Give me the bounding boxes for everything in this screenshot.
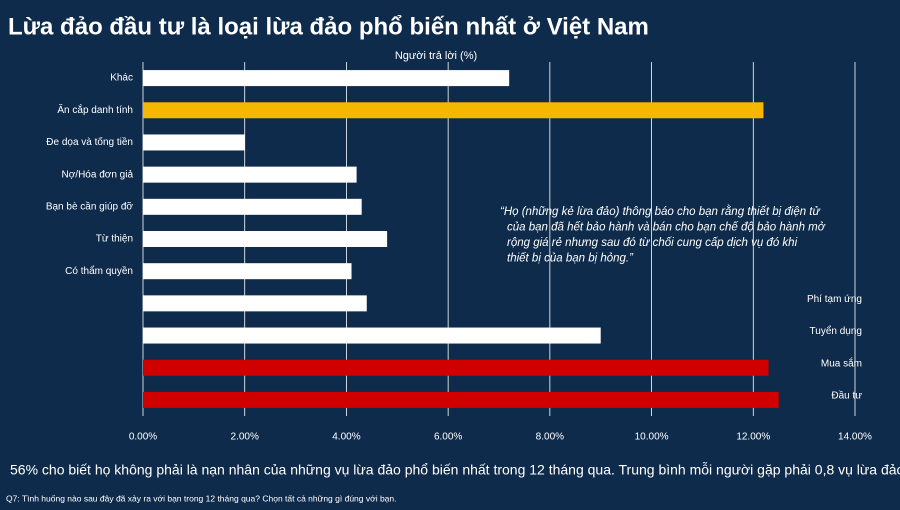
x-tick-label: 2.00%	[231, 432, 259, 443]
x-tick-label: 6.00%	[434, 432, 462, 443]
axis-label: Người trả lời (%)	[395, 50, 477, 62]
quote-line: của bạn đã hết bảo hành và bán cho bạn c…	[507, 222, 826, 234]
bar	[143, 295, 367, 312]
category-label: Từ thiện	[96, 234, 133, 245]
summary: 56% cho biết họ không phải là nạn nhân c…	[10, 462, 900, 478]
bar	[143, 198, 362, 215]
bar	[143, 327, 601, 344]
chart-title: Lừa đảo đầu tư là loại lừa đảo phổ biến …	[8, 13, 649, 40]
category-label: Phí tạm ứng	[807, 294, 862, 305]
x-tick-label: 8.00%	[536, 432, 564, 443]
bar	[143, 102, 764, 119]
category-label: Ăn cắp danh tính	[57, 103, 133, 116]
bar	[143, 231, 388, 247]
category-label: Bạn bè cần giúp đỡ	[46, 200, 134, 212]
quote-line: “Họ (những kẻ lừa đảo) thông báo cho bạn…	[500, 205, 821, 218]
x-tick-label: 0.00%	[129, 432, 157, 443]
category-label: Có thẩm quyền	[65, 265, 133, 277]
bar	[143, 70, 510, 87]
category-label: Khác	[110, 73, 133, 84]
bar	[143, 263, 352, 280]
x-tick-label: 14.00%	[838, 432, 872, 443]
category-label: Nợ/Hóa đơn giả	[62, 169, 134, 180]
bar	[143, 359, 769, 376]
footnote: Q7: Tình huống nào sau đây đã xảy ra với…	[6, 493, 396, 503]
quote-line: rộng giá rẻ nhưng sau đó từ chối cung cấ…	[507, 237, 798, 249]
category-label: Mua sắm	[821, 356, 862, 369]
x-tick-label: 12.00%	[736, 432, 770, 443]
category-label: Tuyển dụng	[810, 325, 862, 337]
category-label: Đầu tư	[831, 390, 862, 402]
x-tick-label: 10.00%	[635, 432, 669, 443]
bar	[143, 134, 245, 151]
bar	[143, 391, 779, 408]
quote-line: thiết bị của bạn bị hỏng.”	[507, 253, 634, 265]
category-label: Đe dọa và tống tiền	[46, 136, 133, 148]
x-tick-label: 4.00%	[332, 432, 360, 443]
bar	[143, 166, 357, 183]
